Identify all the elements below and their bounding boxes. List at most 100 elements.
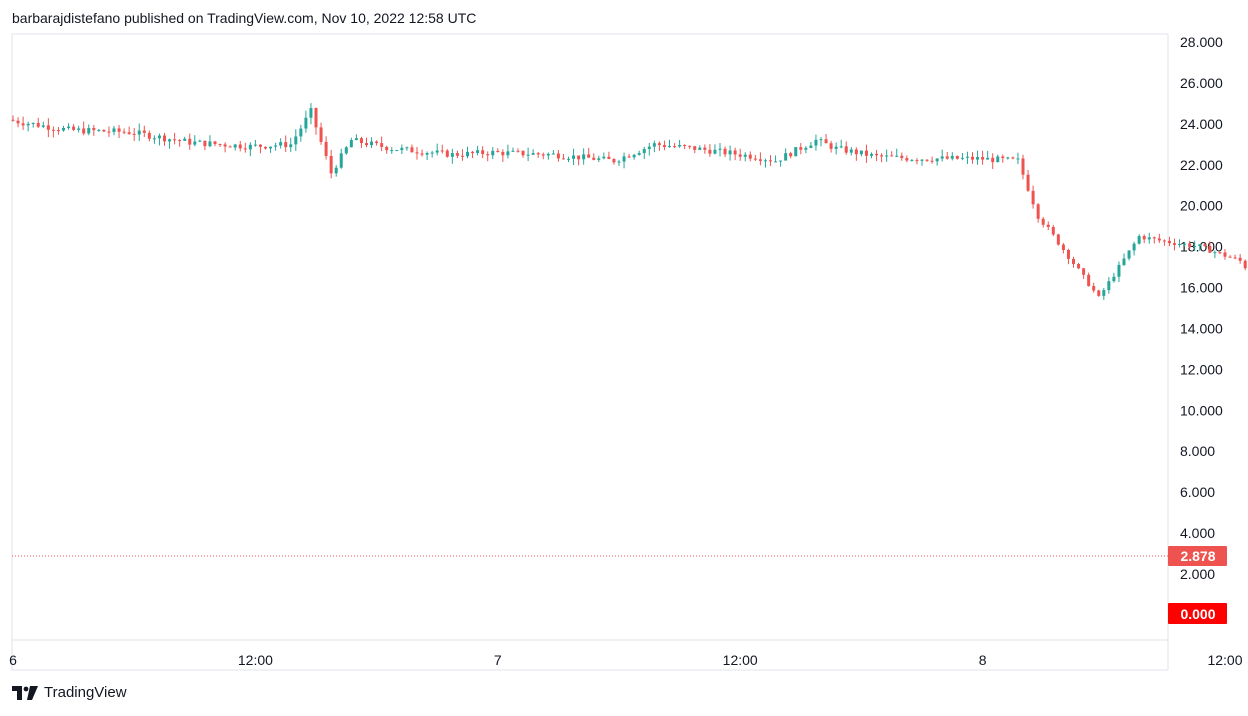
candle-up — [435, 150, 439, 153]
candle-up — [1193, 246, 1197, 248]
candle-down — [900, 155, 904, 159]
candle-up — [279, 142, 283, 146]
candle-down — [612, 159, 616, 163]
candle-down — [243, 148, 247, 150]
candle-down — [46, 125, 50, 130]
candle-down — [329, 155, 333, 174]
candle-up — [895, 155, 899, 157]
candle-up — [450, 153, 454, 157]
candle-up — [859, 150, 863, 155]
candle-down — [607, 156, 611, 160]
candle-down — [1167, 240, 1171, 244]
candle-up — [344, 147, 348, 154]
candle-up — [87, 128, 91, 134]
candle-down — [627, 156, 631, 158]
candle-down — [1218, 252, 1222, 254]
candle-down — [314, 108, 318, 128]
candle-down — [1223, 252, 1227, 257]
candle-down — [915, 160, 919, 162]
candle-up — [996, 156, 1000, 163]
zero-label: 0.000 — [1180, 606, 1215, 622]
candle-down — [1026, 174, 1030, 191]
candle-down — [1228, 256, 1232, 258]
candle-up — [804, 147, 808, 150]
candle-down — [723, 148, 727, 155]
candle-up — [617, 161, 621, 163]
candle-down — [829, 143, 833, 149]
candle-up — [370, 141, 374, 146]
candle-up — [940, 156, 944, 159]
candles — [11, 103, 1247, 300]
candle-up — [647, 146, 651, 150]
y-tick-label: 10.000 — [1180, 402, 1223, 418]
candle-down — [592, 157, 596, 160]
candle-down — [375, 141, 379, 144]
candle-down — [178, 140, 182, 142]
candle-down — [945, 156, 949, 159]
candle-up — [935, 158, 939, 162]
candle-down — [142, 130, 146, 133]
candle-down — [1031, 190, 1035, 205]
candle-down — [769, 160, 772, 162]
candle-down — [930, 160, 934, 162]
candle-up — [1006, 157, 1010, 159]
candle-up — [1198, 244, 1202, 247]
candle-down — [1046, 224, 1050, 228]
y-tick-label: 8.000 — [1180, 443, 1215, 459]
candle-down — [440, 150, 444, 152]
y-tick-label: 6.000 — [1180, 484, 1215, 500]
candle-down — [264, 146, 267, 149]
candle-up — [526, 154, 530, 156]
candle-down — [365, 143, 368, 146]
candle-down — [127, 132, 131, 134]
candle-up — [1122, 258, 1126, 265]
candle-down — [496, 150, 500, 152]
candle-up — [642, 149, 646, 154]
candle-up — [819, 139, 823, 141]
candle-up — [632, 154, 636, 158]
price-axis: 2.000 4.000 6.000 8.000 10.000 12.000 14.000 16… — [1180, 34, 1223, 582]
candle-down — [1056, 234, 1060, 245]
x-tick-label: 8 — [979, 652, 987, 668]
candle-down — [1066, 249, 1070, 259]
candle-up — [491, 150, 495, 156]
candle-up — [193, 141, 197, 145]
candle-down — [1082, 268, 1086, 275]
candle-down — [854, 149, 858, 155]
candle-down — [11, 119, 15, 121]
candle-up — [763, 160, 767, 162]
candle-up — [511, 150, 515, 152]
candle-up — [466, 151, 469, 157]
candle-down — [324, 141, 328, 156]
candle-up — [698, 147, 702, 150]
candle-down — [284, 142, 288, 148]
footer-brand[interactable]: TradingView — [12, 684, 127, 701]
plot-area — [11, 33, 1169, 641]
candle-up — [289, 144, 293, 148]
candle-up — [1117, 264, 1121, 277]
candle-up — [208, 141, 212, 147]
candle-up — [1127, 250, 1131, 259]
candle-down — [1188, 243, 1192, 247]
candle-up — [728, 150, 732, 155]
candle-down — [844, 146, 848, 153]
candle-down — [991, 157, 995, 163]
candle-up — [349, 140, 353, 148]
candle-up — [198, 140, 202, 142]
candle-up — [425, 153, 429, 155]
candle-up — [637, 153, 641, 155]
candle-down — [824, 139, 828, 144]
candle-up — [430, 152, 434, 154]
candle-down — [971, 156, 974, 160]
candle-down — [890, 155, 894, 157]
candle-down — [925, 159, 929, 161]
candle-down — [1072, 258, 1075, 264]
candle-down — [56, 130, 60, 132]
candle-down — [693, 146, 697, 150]
candle-down — [981, 157, 985, 160]
candle-down — [905, 158, 909, 161]
candle-up — [1107, 281, 1111, 291]
candle-up — [834, 146, 838, 149]
x-tick-label: 7 — [494, 652, 502, 668]
x-tick-label: 6 — [9, 652, 17, 668]
